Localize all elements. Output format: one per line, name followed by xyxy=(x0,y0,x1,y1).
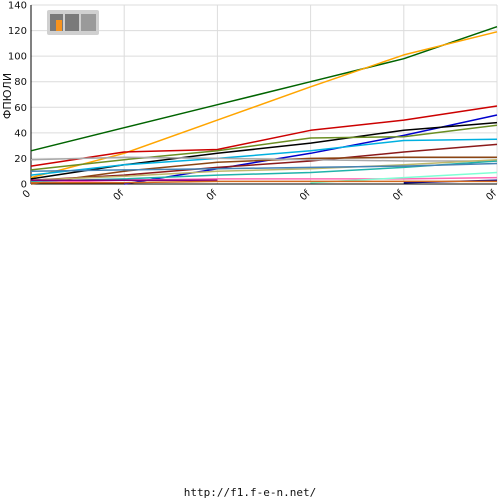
series-line-3 xyxy=(30,105,498,167)
series-line-8 xyxy=(30,143,498,181)
series-line-10 xyxy=(30,156,497,162)
y-tick-label: 0 xyxy=(21,180,27,191)
series-line-6 xyxy=(30,124,498,171)
footer-url: http://f1.f-e-n.net/ xyxy=(183,486,317,499)
series-lines xyxy=(30,25,498,185)
y-tick-label: 120 xyxy=(8,26,27,37)
series-line-18 xyxy=(31,180,497,184)
logo xyxy=(47,10,99,35)
x-tick-label: 0f xyxy=(205,188,220,203)
y-tick-label: 140 xyxy=(8,1,27,12)
x-tick-label: 0f xyxy=(112,188,127,203)
x-tick-label: 0f xyxy=(484,188,499,203)
axes xyxy=(30,5,497,185)
series-line-13 xyxy=(30,158,498,181)
series-line-9 xyxy=(30,156,497,185)
y-tick-label: 20 xyxy=(14,154,27,165)
y-tick-label: 60 xyxy=(14,103,27,114)
y-tick-label: 100 xyxy=(8,52,27,63)
series-line-1 xyxy=(30,25,498,152)
y-axis-label: ФПЮЛИ xyxy=(1,73,14,119)
grid xyxy=(30,4,498,185)
x-tick-label: 0f xyxy=(391,188,406,203)
series-line-15 xyxy=(30,162,498,172)
series-line-7 xyxy=(30,138,498,176)
x-tick-label: 0 xyxy=(21,188,33,200)
y-tick-label: 40 xyxy=(14,128,27,139)
x-tick-label: 0f xyxy=(298,188,313,203)
series-line-4 xyxy=(124,114,498,185)
y-tick-label: 80 xyxy=(14,77,27,88)
